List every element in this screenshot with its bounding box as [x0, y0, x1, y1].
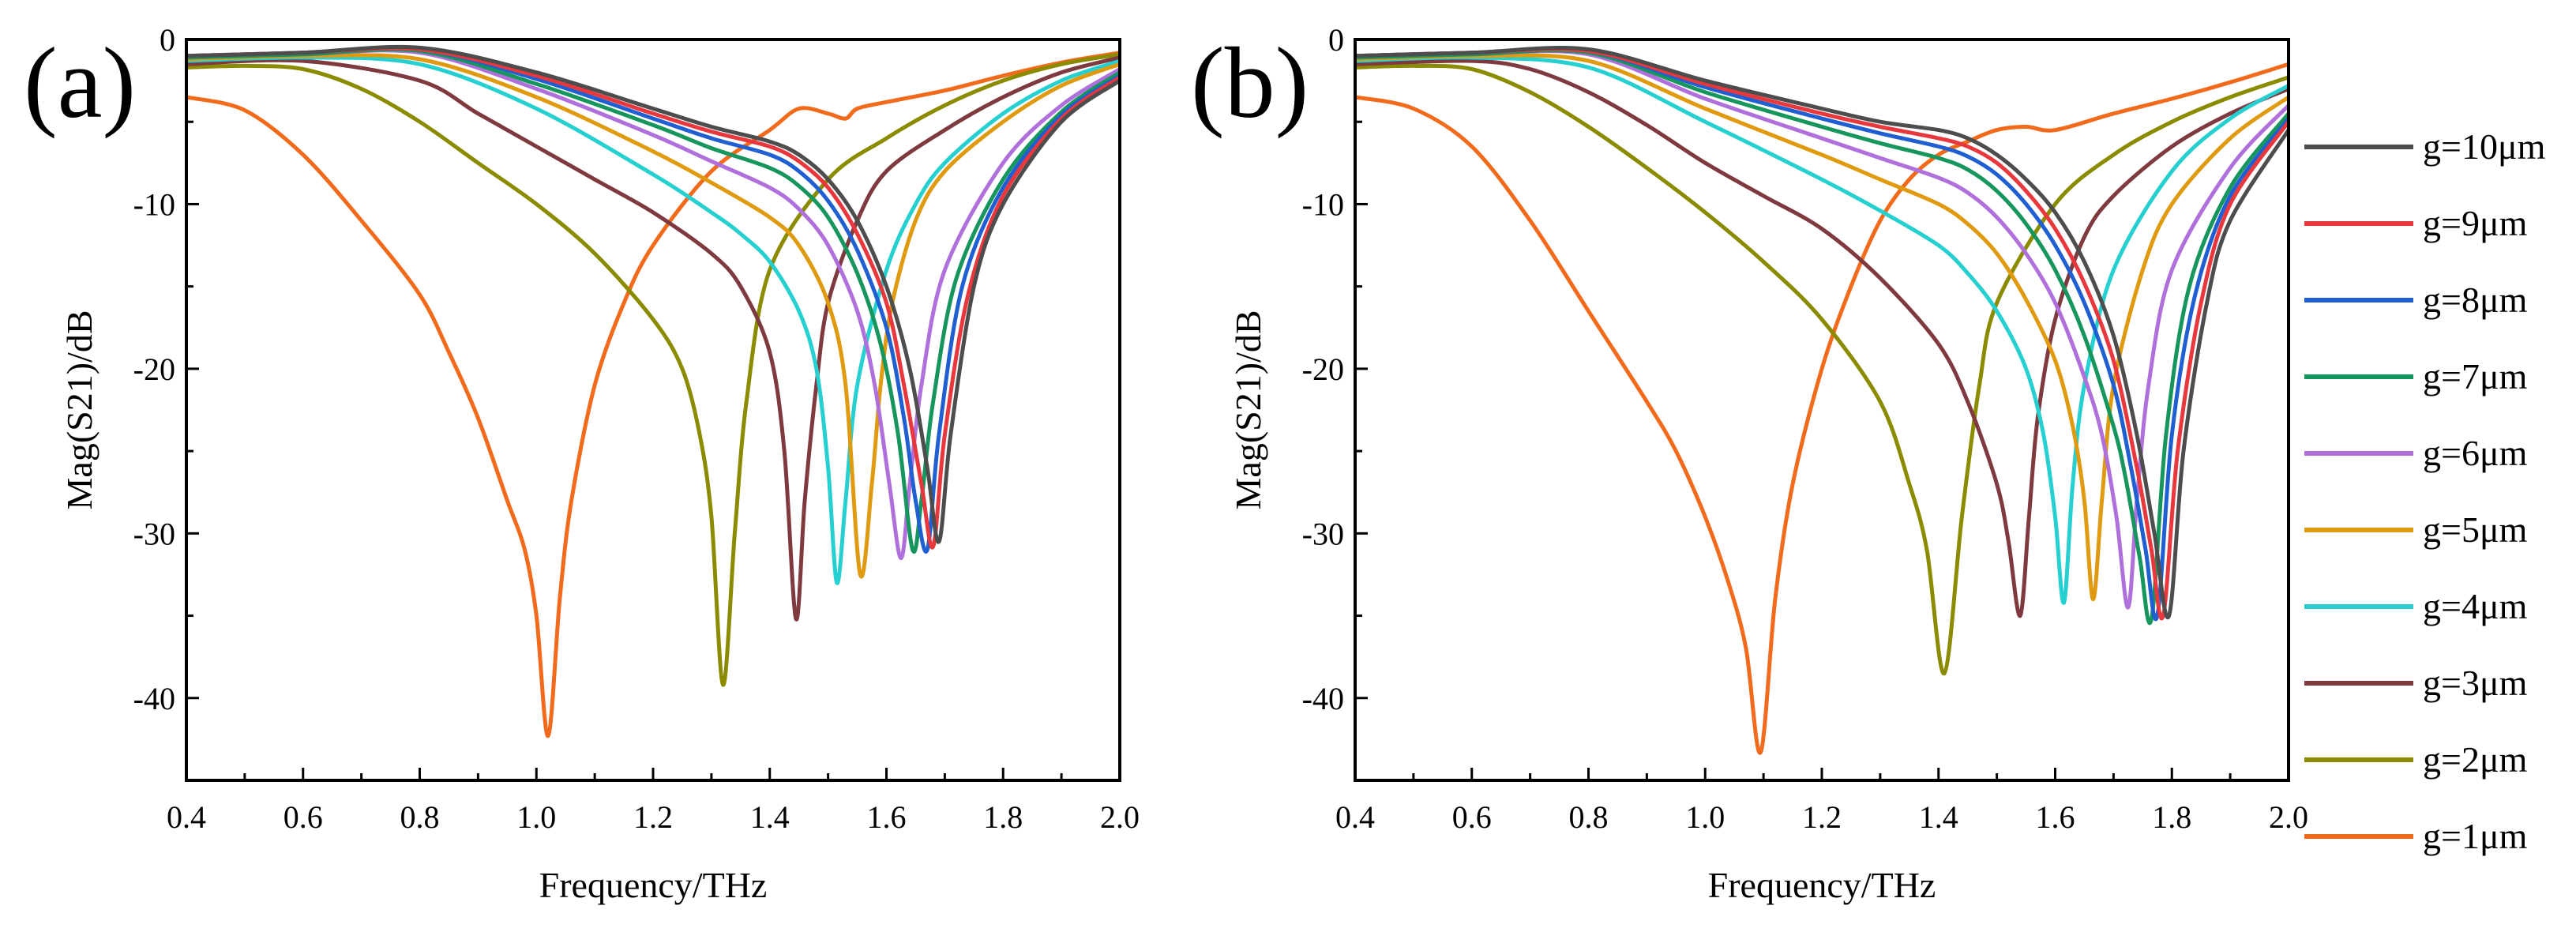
- panel-a-y-tick-label: -20: [133, 351, 175, 387]
- panel-a-x-axis-title: Frequency/THz: [539, 865, 768, 905]
- panel-a-series-g2um-line: [186, 52, 1120, 687]
- panel-b-plot-frame: [1354, 38, 2290, 782]
- legend-label: g=4μm: [2423, 586, 2528, 626]
- panel-b-y-tick-label: -40: [1302, 681, 1344, 716]
- panel-a-x-tick-label: 1.4: [750, 799, 790, 835]
- panel-a-y-tick-label: -30: [133, 516, 175, 551]
- panel-a-chart: 0.4 0.6 0.8 1.0 1.2 1.4 1.6 1.8 2.0 0 -10 -20 -30 -40…: [24, 22, 1140, 905]
- panel-a-x-tick-label: 0.6: [284, 799, 323, 835]
- panel-b-series-g8um-line: [1355, 47, 2289, 622]
- panel-b-series-g7um-line: [1355, 48, 2289, 626]
- panel-b-label: (b): [1191, 27, 1309, 139]
- panel-b-series-g6um-line: [1355, 49, 2289, 610]
- panel-a-series-g1um-line: [186, 51, 1120, 738]
- panel-a-series-g3um-line: [186, 55, 1120, 622]
- panel-a-y-tick-label: -10: [133, 186, 175, 222]
- panel-b-series-group: [1355, 46, 2289, 755]
- legend-item-g10um: g=10μm: [2304, 126, 2546, 167]
- panel-b-series-g9um-line: [1355, 47, 2289, 621]
- panel-a-series-g10um-line: [186, 44, 1120, 544]
- legend-label: g=8μm: [2423, 280, 2528, 320]
- panel-a-x-tick-label: 1.0: [516, 799, 556, 835]
- legend-label: g=2μm: [2423, 739, 2528, 780]
- legend-item-g2um: g=2μm: [2304, 739, 2528, 780]
- panel-b-x-tick-label: 0.4: [1335, 799, 1375, 835]
- panel-a-y-axis-title: Mag(S21)/dB: [59, 310, 100, 510]
- legend: g=10μm g=9μm g=8μm g=7μm g=6μm g=5μm g=4μm g=3μ…: [2304, 126, 2546, 856]
- panel-a-series-g6um-line: [186, 48, 1120, 561]
- panel-b-x-axis-title: Frequency/THz: [1708, 865, 1936, 905]
- panel-a-series-g5um-line: [186, 53, 1120, 579]
- panel-b-x-tick-label: 1.0: [1685, 799, 1725, 835]
- legend-item-g3um: g=3μm: [2304, 663, 2528, 703]
- panel-a-series-group: [186, 44, 1120, 738]
- panel-a-label: (a): [24, 27, 136, 139]
- panel-b-x-tick-label: 1.4: [1919, 799, 1958, 835]
- legend-item-g6um: g=6μm: [2304, 433, 2528, 473]
- panel-b-y-tick-label: -30: [1302, 516, 1344, 551]
- panel-b-series-g4um-line: [1355, 55, 2289, 605]
- panel-b-series-g3um-line: [1355, 58, 2289, 618]
- legend-item-g5um: g=5μm: [2304, 509, 2528, 550]
- panel-b-series-g2um-line: [1355, 63, 2289, 676]
- legend-item-g4um: g=4μm: [2304, 586, 2528, 626]
- legend-item-g9um: g=9μm: [2304, 203, 2528, 243]
- legend-label: g=9μm: [2423, 203, 2528, 243]
- panel-a-x-tick-label: 1.6: [867, 799, 907, 835]
- panel-a-x-tick-label: 1.8: [983, 799, 1023, 835]
- panel-a-y-tick-label: -40: [133, 681, 175, 716]
- panel-a-x-tick-label: 1.2: [633, 799, 673, 835]
- legend-label: g=10μm: [2423, 126, 2546, 167]
- panel-b-series-g1um-line: [1355, 62, 2289, 755]
- legend-label: g=1μm: [2423, 816, 2528, 856]
- legend-item-g8um: g=8μm: [2304, 280, 2528, 320]
- legend-label: g=7μm: [2423, 356, 2528, 396]
- panel-b-x-tick-label: 0.6: [1452, 799, 1492, 835]
- panel-b-x-tick-label: 0.8: [1569, 799, 1609, 835]
- panel-b-series-g5um-line: [1355, 53, 2289, 602]
- panel-b-y-tick-label: 0: [1328, 22, 1344, 58]
- legend-label: g=5μm: [2423, 509, 2528, 550]
- panel-b-y-tick-label: -20: [1302, 351, 1344, 387]
- panel-b-x-tick-label: 2.0: [2269, 799, 2308, 835]
- panel-a-x-tick-label: 2.0: [1100, 799, 1140, 835]
- legend-item-g7um: g=7μm: [2304, 356, 2528, 396]
- legend-label: g=3μm: [2423, 663, 2528, 703]
- panel-b-series-g10um-line: [1355, 46, 2289, 620]
- panel-b-x-tick-label: 1.6: [2036, 799, 2075, 835]
- panel-a-series-g9um-line: [186, 46, 1120, 550]
- legend-label: g=6μm: [2423, 433, 2528, 473]
- panel-b-x-tick-label: 1.8: [2152, 799, 2191, 835]
- panel-b-y-tick-label: -10: [1302, 186, 1344, 222]
- panel-a-x-tick-label: 0.8: [400, 799, 440, 835]
- panel-a-x-tick-label: 0.4: [167, 799, 206, 835]
- panel-b-y-axis-title: Mag(S21)/dB: [1228, 310, 1268, 510]
- panel-b-x-tick-label: 1.2: [1802, 799, 1842, 835]
- panel-a-series-g4um-line: [186, 55, 1120, 585]
- panel-b-chart: 0.4 0.6 0.8 1.0 1.2 1.4 1.6 1.8 2.0 0 -10 -20 -30 -40…: [1191, 22, 2308, 905]
- legend-item-g1um: g=1μm: [2304, 816, 2528, 856]
- panel-a-series-g7um-line: [186, 47, 1120, 554]
- panel-a-y-tick-label: 0: [160, 22, 175, 58]
